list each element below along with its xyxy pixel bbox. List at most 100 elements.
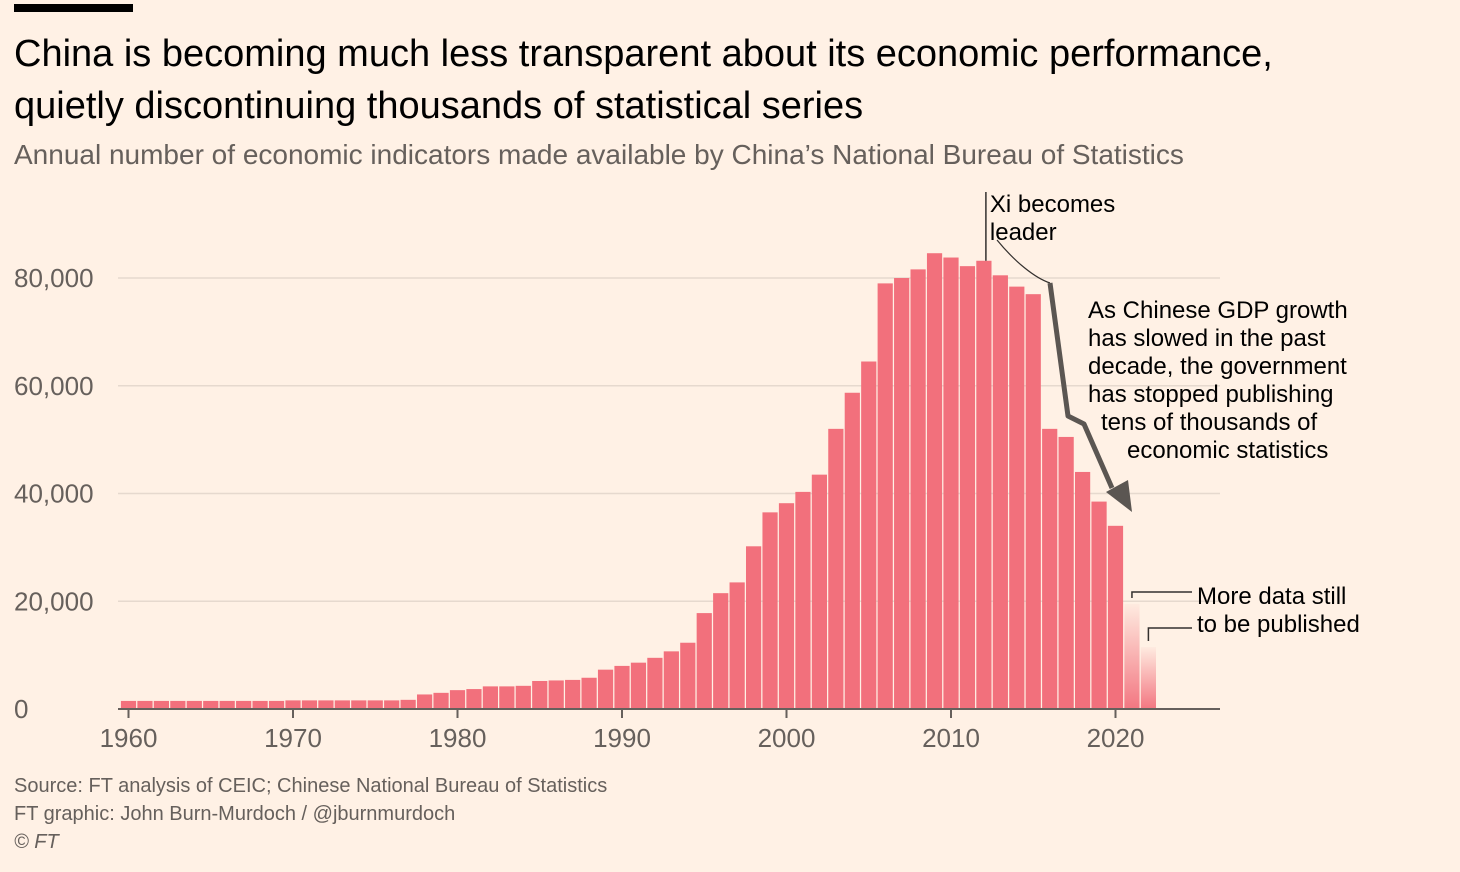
bar-2013 bbox=[992, 275, 1008, 709]
bar-2009 bbox=[926, 253, 943, 709]
bar-1974 bbox=[351, 700, 367, 709]
xi-connector bbox=[996, 239, 1051, 284]
title-line-2: quietly discontinuing thousands of stati… bbox=[14, 85, 864, 127]
x-tick-label: 2020 bbox=[1087, 723, 1145, 753]
bar-2007 bbox=[894, 278, 910, 709]
bar-1973 bbox=[334, 700, 350, 709]
bar-1999 bbox=[762, 512, 778, 709]
bar-1976 bbox=[384, 700, 400, 709]
bar-1998 bbox=[746, 546, 762, 709]
bar-2010 bbox=[943, 257, 959, 709]
bars bbox=[120, 253, 1156, 709]
source-note: Source: FT analysis of CEIC; Chinese Nat… bbox=[14, 775, 608, 797]
bar-1992 bbox=[647, 657, 663, 709]
graphic-credit: FT graphic: John Burn-Murdoch / @jburnmu… bbox=[14, 803, 456, 825]
x-tick-label: 1980 bbox=[429, 723, 487, 753]
gdp-annotation-line-4: has stopped publishing bbox=[1088, 381, 1334, 408]
bar-1981 bbox=[466, 689, 482, 709]
gdp-annotation-line-3: decade, the government bbox=[1088, 353, 1347, 380]
bar-1966 bbox=[219, 700, 235, 709]
more-data-leader-1 bbox=[1131, 591, 1192, 598]
bar-1963 bbox=[170, 700, 186, 709]
top-rule bbox=[14, 4, 133, 12]
y-tick-label: 0 bbox=[14, 694, 28, 724]
bar-2006 bbox=[877, 283, 893, 709]
more-data-line-1: More data still bbox=[1197, 583, 1346, 610]
bar-1965 bbox=[203, 700, 219, 709]
bar-1995 bbox=[696, 613, 712, 709]
chart-subtitle: Annual number of economic indicators mad… bbox=[14, 139, 1184, 170]
bar-2018 bbox=[1075, 471, 1091, 709]
bar-1971 bbox=[301, 700, 318, 709]
x-tick-label: 2000 bbox=[758, 723, 816, 753]
x-tick-label: 2010 bbox=[922, 723, 980, 753]
gdp-annotation-line-5: tens of thousands of bbox=[1101, 409, 1317, 436]
bar-2002 bbox=[811, 474, 827, 709]
bar-2014 bbox=[1009, 286, 1025, 709]
xi-annotation-line-1: Xi becomes bbox=[990, 191, 1115, 218]
x-tick-label: 1960 bbox=[100, 723, 158, 753]
bar-1988 bbox=[581, 677, 597, 709]
bar-1970 bbox=[285, 700, 301, 709]
bar-2004 bbox=[844, 392, 860, 709]
bar-1977 bbox=[400, 699, 416, 709]
bar-1962 bbox=[153, 700, 169, 709]
bar-2003 bbox=[828, 428, 844, 709]
bar-1987 bbox=[565, 679, 581, 709]
bar-2022 bbox=[1140, 647, 1156, 709]
more-data-line-2: to be published bbox=[1197, 611, 1360, 638]
bar-1994 bbox=[680, 642, 696, 709]
bar-2016 bbox=[1042, 428, 1058, 709]
copyright: © FT bbox=[14, 831, 59, 853]
bar-2008 bbox=[910, 269, 926, 709]
x-tick-label: 1970 bbox=[264, 723, 322, 753]
bar-2011 bbox=[959, 266, 976, 709]
x-tick-label: 1990 bbox=[593, 723, 651, 753]
bar-1991 bbox=[630, 662, 647, 709]
bar-2017 bbox=[1058, 436, 1074, 709]
y-tick-label: 80,000 bbox=[14, 263, 94, 293]
bar-1975 bbox=[367, 700, 383, 709]
bar-1982 bbox=[482, 686, 498, 709]
bar-1980 bbox=[449, 690, 466, 709]
gdp-annotation-line-1: As Chinese GDP growth bbox=[1088, 297, 1348, 324]
gdp-annotation-line-6: economic statistics bbox=[1127, 437, 1328, 464]
y-tick-label: 60,000 bbox=[14, 371, 94, 401]
chart-title: China is becoming much less transparent … bbox=[14, 28, 1434, 132]
bar-1996 bbox=[713, 593, 729, 709]
bar-2019 bbox=[1091, 501, 1107, 709]
bar-2015 bbox=[1025, 294, 1041, 709]
y-tick-label: 20,000 bbox=[14, 586, 94, 616]
bar-2001 bbox=[795, 491, 811, 709]
bar-1968 bbox=[252, 700, 268, 709]
bar-1967 bbox=[236, 700, 252, 709]
bar-1990 bbox=[614, 665, 630, 709]
bar-2005 bbox=[861, 361, 877, 709]
bar-1989 bbox=[597, 669, 614, 709]
bar-1984 bbox=[515, 685, 531, 709]
xi-annotation-line-2: leader bbox=[990, 219, 1057, 246]
bar-1985 bbox=[532, 680, 548, 709]
title-line-1: China is becoming much less transparent … bbox=[14, 33, 1273, 75]
bar-1986 bbox=[548, 680, 564, 709]
bar-1960 bbox=[120, 700, 137, 709]
bar-1964 bbox=[186, 700, 202, 709]
bar-2000 bbox=[778, 503, 795, 709]
gdp-annotation-line-2: has slowed in the past bbox=[1088, 325, 1326, 352]
decline-arrow-shaft bbox=[1047, 282, 1115, 490]
footer: Source: FT analysis of CEIC; Chinese Nat… bbox=[14, 772, 607, 856]
bar-1961 bbox=[137, 700, 153, 709]
bar-1978 bbox=[417, 694, 433, 709]
bar-2021 bbox=[1124, 603, 1140, 709]
bar-2012 bbox=[976, 260, 992, 709]
bar-2020 bbox=[1107, 525, 1124, 709]
bar-1993 bbox=[663, 651, 679, 709]
bar-1979 bbox=[433, 692, 449, 709]
decline-arrowhead bbox=[1106, 480, 1132, 512]
axes: 0 20,000 40,000 60,000 80,000 1960 1970 1980 199… bbox=[14, 263, 1220, 753]
more-data-leader-2 bbox=[1147, 627, 1192, 642]
bar-1969 bbox=[268, 700, 285, 709]
bar-1983 bbox=[499, 686, 515, 709]
